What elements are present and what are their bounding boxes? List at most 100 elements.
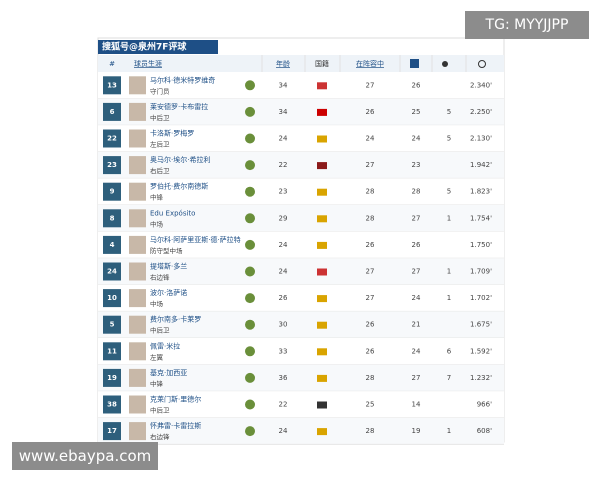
flag xyxy=(317,188,327,196)
squad: 27 xyxy=(366,161,375,169)
age: 22 xyxy=(279,161,288,169)
player-name: 马尔科·德米特罗维奇 xyxy=(150,75,215,84)
minutes: 966' xyxy=(477,401,492,409)
appearances: 24 xyxy=(412,135,421,143)
minutes: 1.942' xyxy=(470,161,492,169)
club-icon xyxy=(245,213,255,224)
row-bg xyxy=(98,311,504,338)
age: 23 xyxy=(279,188,288,196)
appearances: 24 xyxy=(412,347,421,355)
player-photo xyxy=(129,209,146,228)
flag xyxy=(317,135,327,143)
squad: 26 xyxy=(366,241,375,249)
player-position: 防守型中场 xyxy=(150,246,183,255)
age: 26 xyxy=(279,294,288,302)
flag xyxy=(317,401,327,409)
age: 33 xyxy=(279,347,288,355)
squad: 24 xyxy=(366,135,375,143)
player-photo xyxy=(129,235,146,254)
club-icon xyxy=(245,80,255,91)
appearances: 26 xyxy=(412,81,421,89)
player-number: 22 xyxy=(107,135,117,143)
goals: 5 xyxy=(447,188,451,196)
player-name: 卡洛斯·罗梅罗 xyxy=(150,129,194,138)
player-name: 费尔南多·卡莱罗 xyxy=(150,315,201,324)
goals-icon[interactable] xyxy=(442,61,448,67)
squad: 27 xyxy=(366,81,375,89)
title-banner xyxy=(98,40,218,54)
player-number: 24 xyxy=(107,268,117,276)
goals: 7 xyxy=(447,374,451,382)
club-icon xyxy=(245,133,255,144)
age: 24 xyxy=(279,241,288,249)
player-photo xyxy=(129,368,146,387)
player-name: 奥马尔·埃尔·希拉利 xyxy=(150,155,210,164)
player-name: 马尔科·阿萨里亚斯·德·萨拉特 xyxy=(150,235,241,244)
minutes: 608' xyxy=(477,427,492,435)
age: 24 xyxy=(279,135,288,143)
club-icon xyxy=(245,186,255,197)
col-squad[interactable]: 在阵容中 xyxy=(356,59,384,68)
player-number: 4 xyxy=(110,241,115,249)
player-number: 8 xyxy=(110,214,115,222)
age: 29 xyxy=(279,214,288,222)
number-badge xyxy=(103,129,121,148)
appearances: 27 xyxy=(412,374,421,382)
player-number: 13 xyxy=(107,81,117,89)
player-number: 17 xyxy=(107,427,117,435)
appearances: 24 xyxy=(412,294,421,302)
club-icon xyxy=(245,372,255,383)
squad: 26 xyxy=(366,321,375,329)
club-icon xyxy=(245,426,255,437)
row-bg xyxy=(98,258,504,285)
goals: 1 xyxy=(447,268,451,276)
club-icon xyxy=(245,160,255,171)
squad: 26 xyxy=(366,108,375,116)
player-number: 10 xyxy=(107,294,117,302)
row-bg xyxy=(98,338,504,365)
flag xyxy=(317,295,327,303)
player-position: 左后卫 xyxy=(150,140,170,149)
player-position: 中锋 xyxy=(150,193,164,202)
player-number: 38 xyxy=(107,401,117,409)
apps-icon[interactable] xyxy=(410,59,419,68)
minutes-icon[interactable] xyxy=(478,60,486,68)
minutes: 1.232' xyxy=(470,374,492,382)
appearances: 14 xyxy=(412,401,421,409)
minutes: 2.250' xyxy=(470,108,492,116)
player-number: 6 xyxy=(110,108,115,116)
player-position: 守门员 xyxy=(150,86,170,95)
footer-url: www.ebaypa.com xyxy=(12,442,158,470)
club-icon xyxy=(245,293,255,304)
club-icon xyxy=(245,346,255,357)
club-icon xyxy=(245,239,255,250)
title: 搜狐号@泉州7F评球 xyxy=(102,41,187,53)
row-bg xyxy=(98,72,504,99)
header-row xyxy=(98,55,504,72)
col-age[interactable]: 年龄 xyxy=(276,59,290,68)
age: 34 xyxy=(279,108,288,116)
squad: 26 xyxy=(366,347,375,355)
appearances: 27 xyxy=(412,214,421,222)
row-bg xyxy=(98,364,504,392)
col-nationality: 国籍 xyxy=(315,59,329,68)
number-badge xyxy=(103,315,121,334)
squad: 28 xyxy=(366,214,375,222)
club-icon xyxy=(245,399,255,410)
flag xyxy=(317,215,327,223)
squad: 28 xyxy=(366,427,375,435)
age: 36 xyxy=(279,374,288,382)
player-number: 11 xyxy=(107,347,117,355)
row-bg xyxy=(98,125,504,152)
flag xyxy=(317,348,327,356)
appearances: 27 xyxy=(412,268,421,276)
flag xyxy=(317,268,327,276)
age: 24 xyxy=(279,427,288,435)
player-photo xyxy=(129,76,146,95)
player-name: 佩雷·米拉 xyxy=(150,341,180,350)
player-photo xyxy=(129,156,146,175)
col-player[interactable]: 球员生涯 xyxy=(134,59,162,68)
player-photo xyxy=(129,129,146,148)
